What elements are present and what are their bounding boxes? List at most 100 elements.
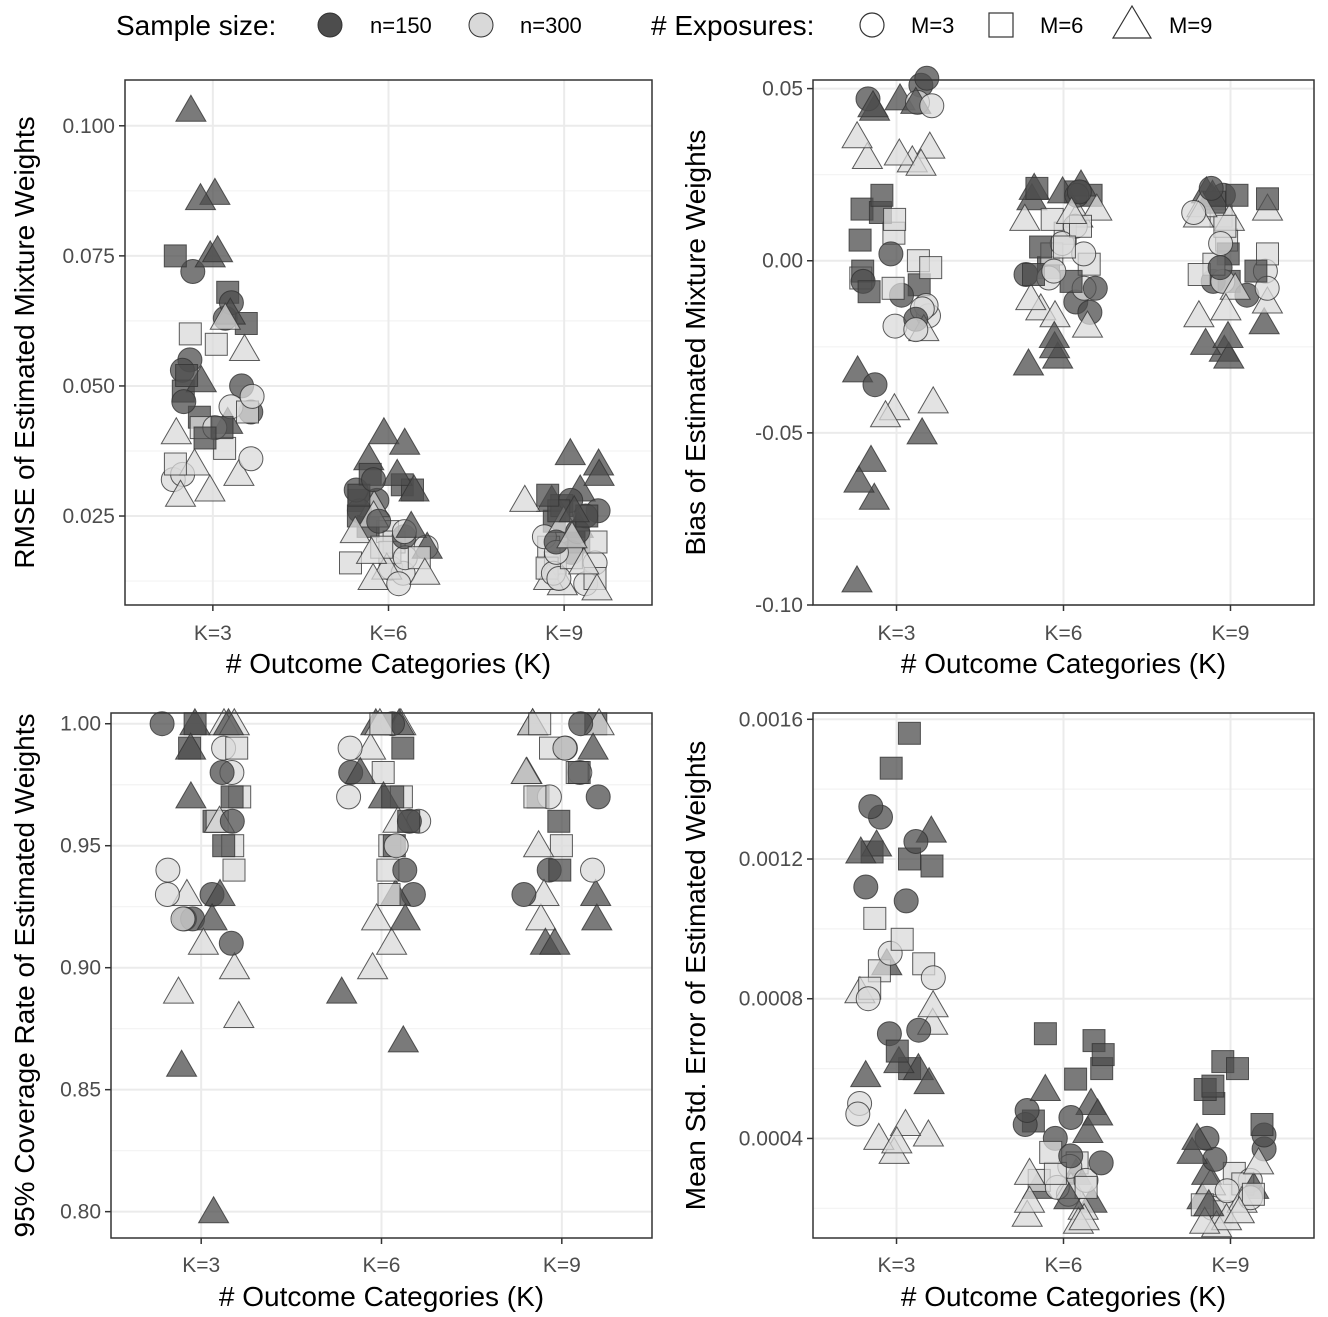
data-point-square xyxy=(919,256,943,280)
data-point-triangle xyxy=(368,416,400,445)
data-point-square xyxy=(863,906,887,930)
data-point-triangle xyxy=(174,732,207,760)
x-tick-label: K=6 xyxy=(363,1254,401,1277)
legend-title-sample-size: Sample size: xyxy=(116,10,276,41)
data-point-triangle xyxy=(1055,196,1088,224)
data-point-square xyxy=(391,736,415,760)
data-point-triangle xyxy=(201,234,234,263)
data-point-square xyxy=(220,785,244,809)
panel-stderr: 0.0004 0.0008 0.0012 0.0016 K=3 K=6 K=9 # Outco… xyxy=(680,708,1315,1312)
data-point-circle xyxy=(366,508,392,534)
data-point-circle xyxy=(154,882,180,907)
data-point-triangle xyxy=(581,572,613,601)
data-point-circle xyxy=(1198,175,1224,201)
data-point-triangle xyxy=(360,902,393,931)
data-point-circle xyxy=(336,784,362,810)
data-point-square xyxy=(163,244,187,268)
data-point-circle xyxy=(238,446,264,472)
data-point-square xyxy=(584,530,608,554)
y-tick-label: 0.050 xyxy=(62,375,115,398)
data-point-square xyxy=(369,712,393,736)
y-tick-label: 0.025 xyxy=(62,505,115,528)
y-tick-label: 0.00 xyxy=(762,250,803,273)
x-tick-label: K=3 xyxy=(878,1254,916,1277)
data-point-circle xyxy=(882,313,908,339)
data-point-circle xyxy=(383,833,409,859)
data-point-square xyxy=(1256,242,1279,266)
data-point-triangle xyxy=(508,484,541,512)
data-point-triangle xyxy=(165,1049,198,1077)
data-point-triangle xyxy=(357,562,389,590)
data-point-circle xyxy=(1082,275,1108,301)
data-point-circle xyxy=(893,888,919,914)
data-point-square xyxy=(225,736,249,760)
data-point-triangle xyxy=(381,458,414,486)
x-tick-label: K=3 xyxy=(194,622,232,645)
data-point-circle xyxy=(919,93,945,119)
data-point-triangle xyxy=(388,427,421,455)
data-point-circle xyxy=(903,829,929,854)
data-point-square xyxy=(547,809,571,833)
y-tick-label: 0.90 xyxy=(60,957,101,980)
data-point-circle xyxy=(903,317,929,343)
data-point-triangle xyxy=(869,399,902,428)
data-point-triangle xyxy=(841,564,873,593)
data-point-square xyxy=(567,761,591,784)
y-tick-label: 0.100 xyxy=(62,115,115,138)
data-point-circle xyxy=(1014,1098,1040,1123)
y-axis-title: Bias of Estimated Mixture Weights xyxy=(680,130,711,556)
legend-title-exposures: # Exposures: xyxy=(651,10,814,41)
data-point-square xyxy=(848,228,872,252)
data-point-triangle xyxy=(556,520,588,549)
data-point-triangle xyxy=(387,1024,420,1053)
data-point-triangle xyxy=(196,902,228,931)
data-point-triangle xyxy=(389,902,422,931)
data-point-triangle xyxy=(580,902,613,931)
data-point-square xyxy=(1244,259,1268,283)
y-tick-label: 0.075 xyxy=(62,245,115,268)
data-point-triangle xyxy=(1012,347,1045,376)
y-tick-label: 0.0004 xyxy=(739,1127,804,1150)
data-point-triangle xyxy=(339,515,372,544)
data-point-triangle xyxy=(164,479,197,507)
data-point-circle xyxy=(1088,1150,1114,1176)
data-point-triangle xyxy=(187,927,220,955)
data-point-square xyxy=(377,883,401,906)
data-point-circle xyxy=(585,784,611,810)
x-tick-label: K=6 xyxy=(370,622,408,645)
data-point-triangle xyxy=(905,148,937,176)
data-point-circle xyxy=(219,808,245,834)
data-point-square xyxy=(347,483,371,507)
y-tick-label: 0.95 xyxy=(60,835,101,858)
data-point-triangle xyxy=(1248,306,1281,335)
points xyxy=(149,707,615,1224)
data-point-triangle xyxy=(1008,203,1041,231)
data-point-triangle xyxy=(1081,1097,1114,1126)
data-point-triangle xyxy=(1072,1115,1104,1143)
data-point-triangle xyxy=(356,951,389,980)
data-point-circle xyxy=(511,882,537,907)
data-point-triangle xyxy=(395,510,428,538)
data-point-triangle xyxy=(1210,292,1242,321)
data-point-triangle xyxy=(354,732,387,760)
legend-label-m6: M=6 xyxy=(1040,13,1083,38)
data-point-triangle xyxy=(178,447,211,476)
data-point-triangle xyxy=(857,89,889,118)
data-point-square xyxy=(204,332,228,356)
data-point-circle xyxy=(209,760,235,785)
data-point-triangle xyxy=(222,1000,255,1028)
data-point-square xyxy=(528,712,552,736)
data-point-circle xyxy=(580,857,605,883)
data-point-triangle xyxy=(162,976,195,1004)
data-point-triangle xyxy=(1011,1199,1044,1227)
y-tick-label: 0.85 xyxy=(60,1079,101,1102)
data-point-square xyxy=(1039,1140,1063,1164)
panel-border xyxy=(812,79,1315,606)
data-point-square xyxy=(381,785,405,809)
data-point-square xyxy=(213,436,237,460)
data-point-triangle xyxy=(228,333,261,361)
data-point-triangle xyxy=(175,780,207,809)
data-point-square xyxy=(371,761,395,784)
y-tick-label: -0.05 xyxy=(755,422,803,445)
panel-rmse: 0.025 0.050 0.075 0.100 K=3 K=6 K=9 # Outcome C… xyxy=(9,79,653,679)
